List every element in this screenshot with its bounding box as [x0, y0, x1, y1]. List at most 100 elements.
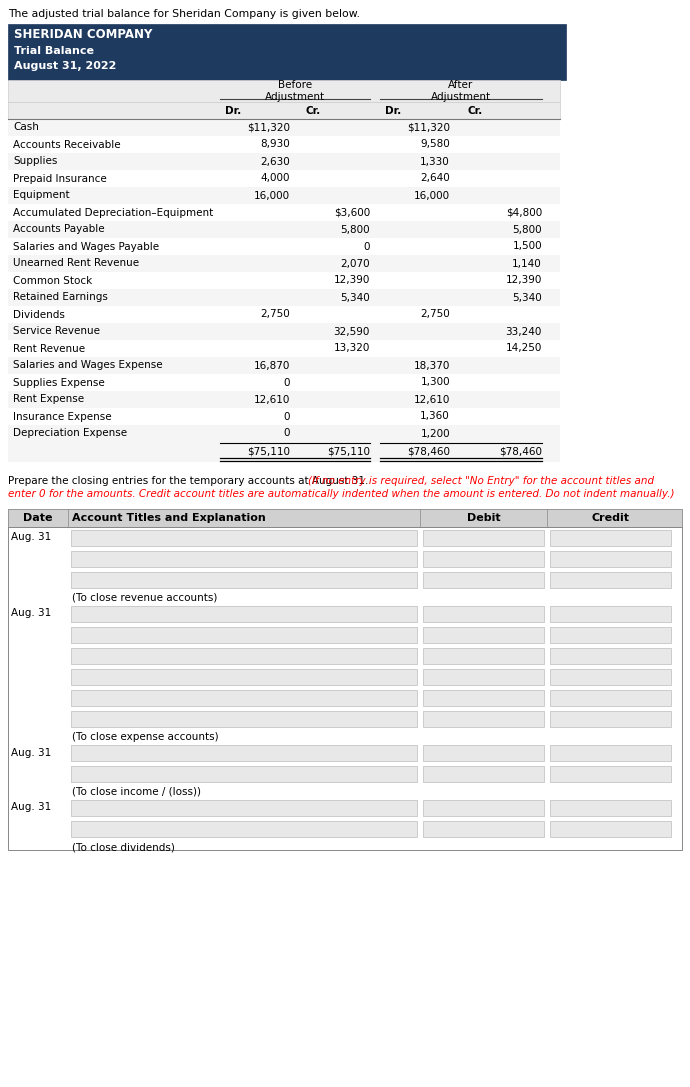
- Text: Supplies: Supplies: [13, 157, 57, 166]
- Text: 16,000: 16,000: [254, 190, 290, 200]
- Text: 1,140: 1,140: [512, 259, 542, 268]
- Bar: [550, 572, 671, 588]
- Bar: [423, 745, 544, 761]
- Text: Prepaid Insurance: Prepaid Insurance: [13, 174, 107, 184]
- Text: Equipment: Equipment: [13, 190, 70, 200]
- Text: Retained Earnings: Retained Earnings: [13, 292, 108, 302]
- Bar: [423, 711, 544, 727]
- Bar: [423, 800, 544, 816]
- Text: SHERIDAN COMPANY: SHERIDAN COMPANY: [14, 28, 152, 41]
- Bar: [550, 669, 671, 685]
- Bar: [423, 690, 544, 705]
- Bar: [71, 821, 417, 837]
- Bar: [71, 711, 417, 727]
- Text: Before
Adjustment: Before Adjustment: [265, 80, 325, 102]
- Bar: [550, 821, 671, 837]
- Text: Dr.: Dr.: [385, 105, 402, 115]
- Text: (To close expense accounts): (To close expense accounts): [72, 732, 219, 742]
- Text: Salaries and Wages Expense: Salaries and Wages Expense: [13, 361, 163, 371]
- Text: Accounts Payable: Accounts Payable: [13, 225, 105, 235]
- Text: 16,870: 16,870: [254, 361, 290, 371]
- Bar: [8, 509, 682, 527]
- Text: Unearned Rent Revenue: Unearned Rent Revenue: [13, 259, 139, 268]
- Text: Service Revenue: Service Revenue: [13, 326, 100, 337]
- Bar: [550, 766, 671, 782]
- Text: 2,640: 2,640: [420, 174, 450, 184]
- Bar: [8, 425, 560, 442]
- Text: 0: 0: [284, 412, 290, 422]
- Bar: [550, 627, 671, 644]
- Bar: [423, 572, 544, 588]
- Bar: [8, 357, 560, 374]
- Text: Accounts Receivable: Accounts Receivable: [13, 139, 121, 150]
- Text: 8,930: 8,930: [260, 139, 290, 150]
- Text: 16,000: 16,000: [414, 190, 450, 200]
- Text: $78,460: $78,460: [499, 447, 542, 457]
- Bar: [71, 690, 417, 705]
- Bar: [8, 340, 560, 357]
- Text: 12,610: 12,610: [413, 395, 450, 404]
- Bar: [423, 530, 544, 546]
- Text: Aug. 31: Aug. 31: [11, 609, 51, 619]
- Bar: [8, 136, 560, 153]
- Bar: [550, 530, 671, 546]
- Bar: [71, 766, 417, 782]
- Text: Debit: Debit: [466, 513, 500, 523]
- Text: $3,600: $3,600: [334, 208, 370, 217]
- Text: Rent Revenue: Rent Revenue: [13, 343, 85, 353]
- Bar: [423, 551, 544, 567]
- Text: 33,240: 33,240: [506, 326, 542, 337]
- Bar: [8, 307, 560, 323]
- Text: Cr.: Cr.: [467, 105, 482, 115]
- Bar: [8, 80, 560, 102]
- Text: Aug. 31: Aug. 31: [11, 748, 51, 758]
- Bar: [8, 408, 560, 425]
- Bar: [71, 669, 417, 685]
- Text: 18,370: 18,370: [413, 361, 450, 371]
- Text: 32,590: 32,590: [334, 326, 370, 337]
- Text: enter 0 for the amounts. Credit account titles are automatically indented when t: enter 0 for the amounts. Credit account …: [8, 489, 675, 499]
- Bar: [8, 442, 560, 462]
- Bar: [71, 530, 417, 546]
- Text: Prepare the closing entries for the temporary accounts at August 31.: Prepare the closing entries for the temp…: [8, 476, 372, 486]
- Bar: [8, 118, 560, 136]
- Text: 5,800: 5,800: [513, 225, 542, 235]
- Bar: [71, 745, 417, 761]
- Text: August 31, 2022: August 31, 2022: [14, 61, 117, 71]
- Text: Supplies Expense: Supplies Expense: [13, 377, 105, 387]
- Text: Salaries and Wages Payable: Salaries and Wages Payable: [13, 241, 159, 251]
- Text: The adjusted trial balance for Sheridan Company is given below.: The adjusted trial balance for Sheridan …: [8, 9, 360, 18]
- Text: 5,340: 5,340: [512, 292, 542, 302]
- Text: 9,580: 9,580: [420, 139, 450, 150]
- Bar: [550, 745, 671, 761]
- Text: (To close income / (loss)): (To close income / (loss)): [72, 787, 201, 797]
- Text: Aug. 31: Aug. 31: [11, 533, 51, 542]
- Text: 1,200: 1,200: [420, 428, 450, 438]
- Bar: [550, 551, 671, 567]
- Bar: [71, 648, 417, 664]
- Text: $4,800: $4,800: [506, 208, 542, 217]
- Text: After
Adjustment: After Adjustment: [431, 80, 491, 102]
- Text: (To close dividends): (To close dividends): [72, 842, 175, 852]
- Text: 1,360: 1,360: [420, 412, 450, 422]
- Text: Accumulated Depreciation–Equipment: Accumulated Depreciation–Equipment: [13, 208, 213, 217]
- Bar: [550, 605, 671, 622]
- Text: (To close revenue accounts): (To close revenue accounts): [72, 594, 217, 603]
- Text: Rent Expense: Rent Expense: [13, 395, 84, 404]
- Bar: [71, 800, 417, 816]
- Text: 0: 0: [364, 241, 370, 251]
- Bar: [8, 391, 560, 408]
- Text: Dr.: Dr.: [225, 105, 241, 115]
- Text: (If no entry is required, select "No Entry" for the account titles and: (If no entry is required, select "No Ent…: [308, 476, 654, 486]
- Text: Aug. 31: Aug. 31: [11, 802, 51, 812]
- Text: 5,800: 5,800: [340, 225, 370, 235]
- Text: Common Stock: Common Stock: [13, 275, 92, 286]
- Text: 2,750: 2,750: [260, 310, 290, 320]
- Text: Trial Balance: Trial Balance: [14, 46, 94, 57]
- Text: $11,320: $11,320: [247, 123, 290, 133]
- Bar: [423, 627, 544, 644]
- Text: 0: 0: [284, 428, 290, 438]
- Text: 1,330: 1,330: [420, 157, 450, 166]
- Bar: [8, 374, 560, 391]
- Text: 5,340: 5,340: [340, 292, 370, 302]
